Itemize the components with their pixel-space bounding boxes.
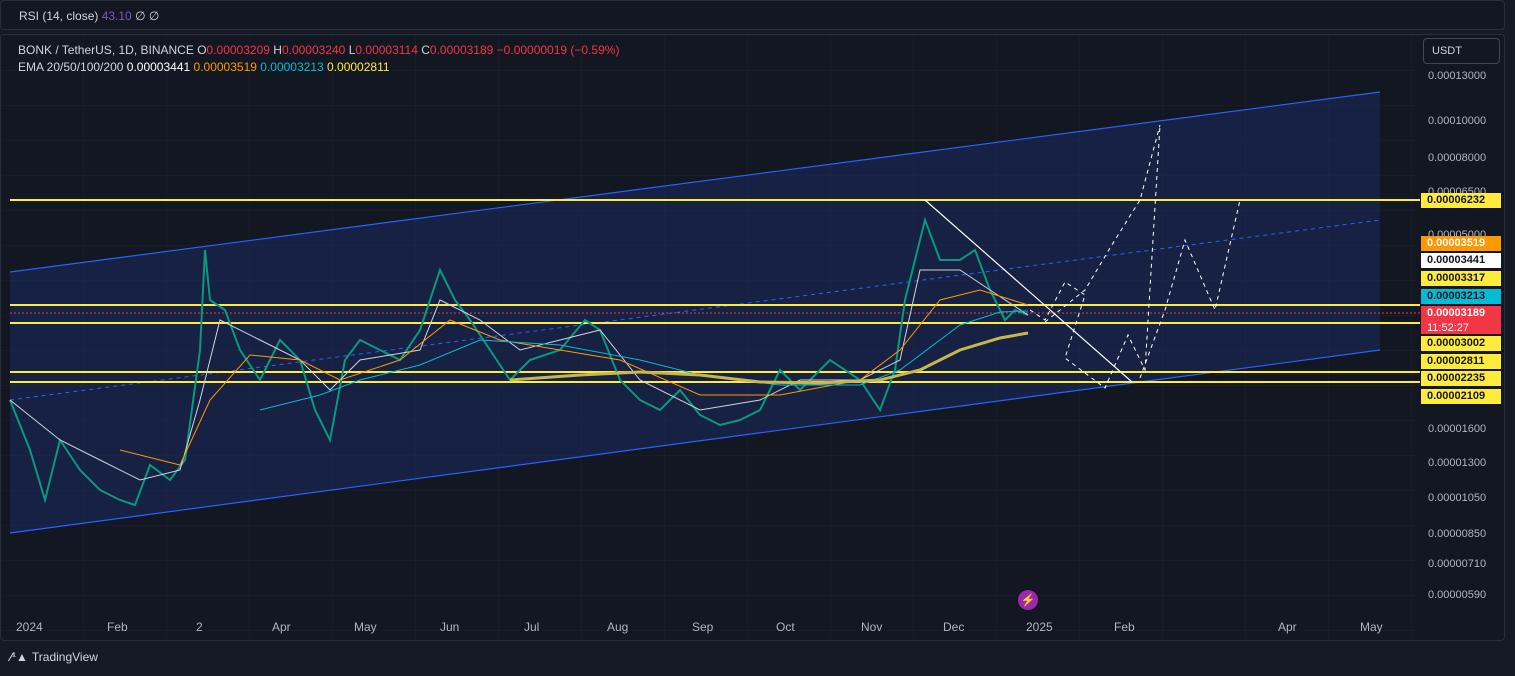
projection-path-2 bbox=[1044, 124, 1161, 323]
time-tick: 2024 bbox=[16, 620, 43, 634]
projection-path-3 bbox=[1139, 199, 1241, 379]
channel-upper-line bbox=[9, 91, 1381, 273]
time-tick: Feb bbox=[107, 620, 128, 634]
tradingview-branding[interactable]: ⁄¹▲ TradingView bbox=[10, 650, 98, 664]
ema20-line bbox=[9, 269, 1029, 481]
price-badge-ema20: 0.00003441 bbox=[1421, 253, 1501, 268]
change-value: −0.00000019 (−0.59%) bbox=[496, 43, 620, 57]
low-label: L bbox=[348, 43, 356, 57]
channel-mid-line bbox=[9, 219, 1381, 401]
ema50-line bbox=[119, 289, 1029, 466]
ema200-line bbox=[509, 331, 1029, 385]
low-value: 0.00003114 bbox=[355, 43, 418, 57]
ema20-value: 0.00003441 bbox=[126, 60, 191, 74]
price-badge-ema100: 0.00003213 bbox=[1421, 289, 1501, 304]
ema50-value: 0.00003519 bbox=[193, 60, 257, 74]
rsi-pane-header: RSI (14, close) 43.10 ∅ ∅ bbox=[0, 0, 1505, 30]
time-tick: Sep bbox=[692, 620, 714, 634]
price-tick: 0.00008000 bbox=[1428, 152, 1487, 164]
ema200-value: 0.00002811 bbox=[327, 60, 390, 74]
channel-lower-line bbox=[9, 349, 1381, 534]
time-tick: Apr bbox=[1278, 620, 1297, 634]
time-tick: Nov bbox=[861, 620, 883, 634]
price-badge-level: 0.00003317 bbox=[1421, 271, 1501, 286]
time-tick: Aug bbox=[607, 620, 629, 634]
time-tick: Apr bbox=[272, 620, 291, 634]
price-tick: 0.00001050 bbox=[1428, 492, 1487, 504]
price-tick: 0.00000850 bbox=[1428, 528, 1487, 540]
current-price-value: 0.00003189 bbox=[1427, 307, 1486, 319]
time-tick: Feb bbox=[1114, 620, 1135, 634]
open-label: O bbox=[197, 43, 207, 57]
symbol-legend[interactable]: BONK / TetherUS, 1D, BINANCE O0.00003209… bbox=[18, 42, 619, 76]
bar-countdown: 11:52:27 bbox=[1427, 322, 1470, 334]
ema-row: EMA 20/50/100/200 0.00003441 0.00003519 … bbox=[18, 59, 619, 76]
price-badge-ema200: 0.00002811 bbox=[1421, 354, 1501, 369]
price-badge-level: 0.00003002 bbox=[1421, 336, 1501, 351]
currency-button[interactable]: USDT bbox=[1423, 38, 1500, 64]
lightning-icon[interactable]: ⚡ bbox=[1018, 590, 1038, 610]
rsi-legend[interactable]: RSI (14, close) 43.10 ∅ ∅ bbox=[19, 9, 159, 23]
time-tick: Oct bbox=[776, 620, 795, 634]
high-label: H bbox=[273, 43, 282, 57]
pair-label: BONK / TetherUS, 1D, BINANCE bbox=[18, 43, 194, 57]
close-label: C bbox=[421, 43, 430, 57]
time-tick: 2 bbox=[196, 620, 203, 634]
price-badge-level: 0.00006232 bbox=[1421, 193, 1501, 208]
ohlc-row: BONK / TetherUS, 1D, BINANCE O0.00003209… bbox=[18, 42, 619, 59]
price-tick: 0.00001600 bbox=[1428, 423, 1487, 435]
ema100-line bbox=[259, 310, 1029, 411]
time-tick: Jun bbox=[440, 620, 460, 634]
ema100-value: 0.00003213 bbox=[260, 60, 324, 74]
price-tick: 0.00000590 bbox=[1428, 589, 1487, 601]
close-value: 0.00003189 bbox=[429, 43, 494, 57]
descending-trendline bbox=[924, 199, 1133, 383]
price-chart-canvas[interactable] bbox=[0, 0, 1420, 640]
price-path bbox=[9, 216, 1029, 507]
brand-label: TradingView bbox=[31, 650, 98, 664]
time-tick: Dec bbox=[943, 620, 965, 634]
tradingview-logo-icon: ⁄¹▲ bbox=[10, 650, 28, 664]
projection-path bbox=[1029, 124, 1161, 389]
price-badge-level: 0.00002235 bbox=[1421, 371, 1501, 386]
time-tick: Jul bbox=[524, 620, 540, 634]
rsi-value: 43.10 bbox=[101, 9, 132, 23]
time-tick: 2025 bbox=[1026, 620, 1053, 634]
price-badge-ema50: 0.00003519 bbox=[1421, 236, 1501, 251]
high-value: 0.00003240 bbox=[281, 43, 346, 57]
price-tick: 0.00000710 bbox=[1428, 558, 1487, 570]
time-tick: May bbox=[354, 620, 377, 634]
rsi-title: RSI (14, close) bbox=[19, 9, 99, 23]
open-value: 0.00003209 bbox=[206, 43, 270, 57]
price-badge-current: 0.00003189 11:52:27 bbox=[1421, 306, 1501, 334]
rsi-extra: ∅ ∅ bbox=[135, 9, 160, 23]
time-tick: May bbox=[1360, 620, 1383, 634]
price-tick: 0.00010000 bbox=[1428, 115, 1487, 127]
ema-label: EMA 20/50/100/200 bbox=[18, 60, 124, 74]
price-badge-level: 0.00002109 bbox=[1421, 389, 1501, 404]
price-tick: 0.00001300 bbox=[1428, 457, 1487, 469]
price-tick: 0.00013000 bbox=[1428, 70, 1487, 82]
